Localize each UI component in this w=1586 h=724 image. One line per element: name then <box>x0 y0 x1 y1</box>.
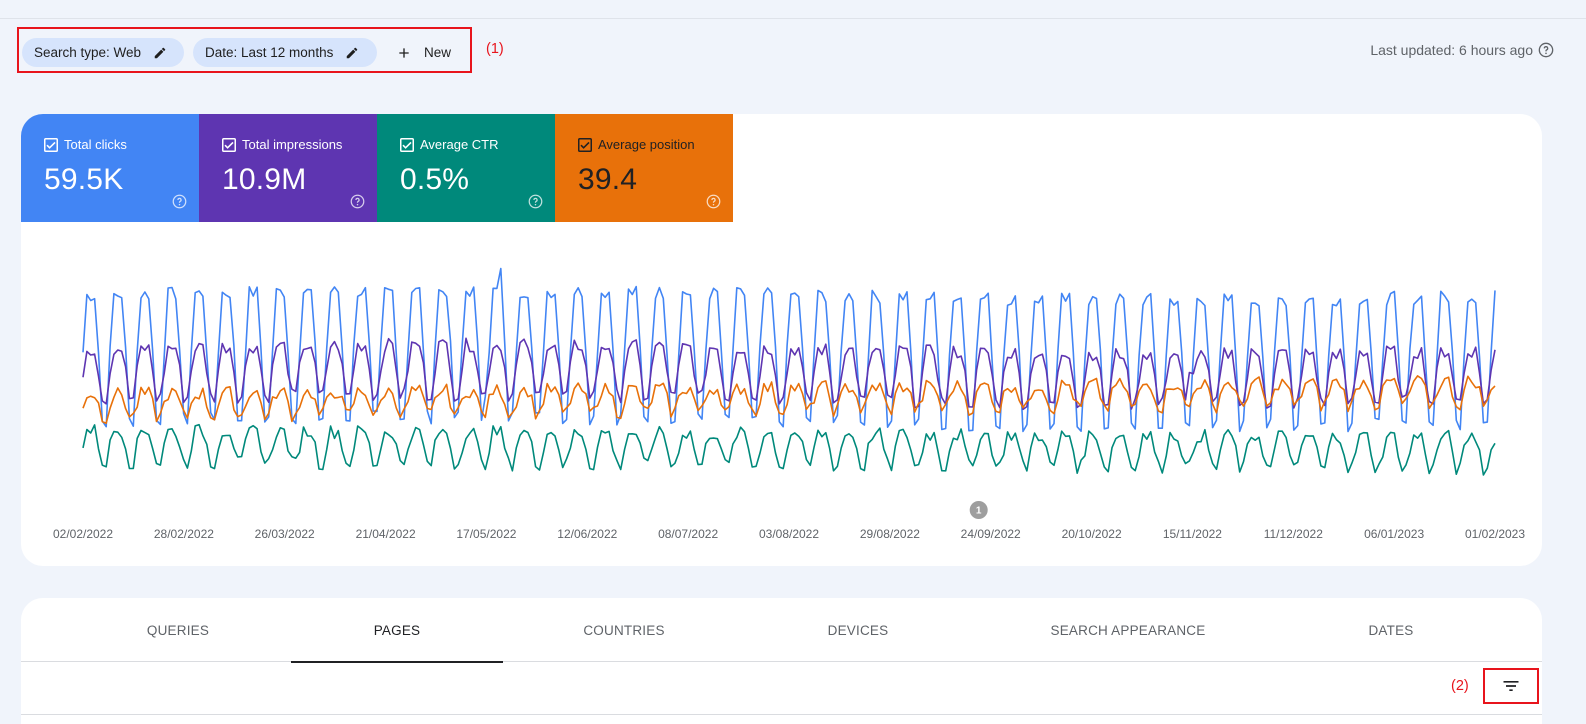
annotation-label-2: (2) <box>1451 678 1469 694</box>
x-tick-label: 29/08/2022 <box>860 527 920 541</box>
date-filter-chip[interactable]: Date: Last 12 months <box>193 38 377 67</box>
metric-label: Average CTR <box>420 137 499 152</box>
metric-card-average-position[interactable]: Average position 39.4 <box>555 114 733 222</box>
tab-countries[interactable]: COUNTRIES <box>583 622 665 638</box>
x-tick-label: 21/04/2022 <box>356 527 416 541</box>
annotation-marker-label: 1 <box>976 506 982 517</box>
x-tick-label: 17/05/2022 <box>456 527 516 541</box>
new-filter-label: New <box>424 45 452 60</box>
tab-dates[interactable]: DATES <box>1368 622 1414 638</box>
filter-rows-button[interactable] <box>1483 668 1539 704</box>
metric-card-total-impressions[interactable]: Total impressions 10.9M <box>199 114 377 222</box>
x-tick-label: 26/03/2022 <box>255 527 315 541</box>
x-tick-label: 11/12/2022 <box>1264 527 1323 541</box>
help-icon[interactable] <box>706 194 721 209</box>
dimension-tabs: QUERIES PAGES COUNTRIES DEVICES SEARCH A… <box>21 598 1542 663</box>
metric-label: Average position <box>598 137 695 152</box>
checkbox-checked-icon[interactable] <box>578 137 592 152</box>
last-updated-text: Last updated: 6 hours ago <box>1370 42 1533 58</box>
metric-value: 0.5% <box>400 163 470 196</box>
tab-devices[interactable]: DEVICES <box>827 622 889 638</box>
metric-value: 39.4 <box>578 163 638 196</box>
help-icon[interactable] <box>528 194 543 209</box>
x-tick-label: 06/01/2023 <box>1364 527 1424 541</box>
metric-card-total-clicks[interactable]: Total clicks 59.5K <box>21 114 199 222</box>
x-tick-label: 08/07/2022 <box>658 527 718 541</box>
edit-pencil-icon[interactable] <box>153 46 167 60</box>
plus-icon <box>399 47 409 58</box>
x-tick-label: 01/02/2023 <box>1465 527 1525 541</box>
date-filter-label: Date: Last 12 months <box>205 45 334 60</box>
x-tick-label: 15/11/2022 <box>1163 527 1222 541</box>
x-tick-label: 24/09/2022 <box>961 527 1021 541</box>
metric-card-average-ctr[interactable]: Average CTR 0.5% <box>377 114 555 222</box>
checkbox-checked-icon[interactable] <box>222 137 236 152</box>
annotation-marker[interactable]: 1 <box>969 501 988 519</box>
tab-pages[interactable]: PAGES <box>291 598 503 663</box>
series-line-total-clicks <box>82 267 1496 433</box>
help-icon[interactable] <box>1538 42 1554 58</box>
x-tick-label: 02/02/2022 <box>53 527 113 541</box>
x-tick-label: 20/10/2022 <box>1062 527 1122 541</box>
dimension-table-card: QUERIES PAGES COUNTRIES DEVICES SEARCH A… <box>21 598 1542 724</box>
metric-value: 59.5K <box>44 163 124 196</box>
tab-queries[interactable]: QUERIES <box>146 622 210 638</box>
table-divider <box>21 714 1542 715</box>
performance-chart-card: 1 02/02/2022 28/02/2022 26/03/2022 21/04/20… <box>21 114 1542 566</box>
help-icon[interactable] <box>350 194 365 209</box>
metric-label: Total clicks <box>64 137 127 152</box>
series-line-total-impressions <box>82 337 1496 411</box>
edit-pencil-icon[interactable] <box>345 46 359 60</box>
filter-list-icon <box>1503 681 1519 691</box>
new-filter-button[interactable]: New <box>396 38 451 67</box>
annotation-box-filters <box>17 27 472 73</box>
performance-line-chart: 1 02/02/2022 28/02/2022 26/03/2022 21/04/20… <box>53 267 1525 541</box>
series-line-average-ctr <box>82 423 1496 476</box>
search-type-filter-chip[interactable]: Search type: Web <box>22 38 184 67</box>
metric-label: Total impressions <box>242 137 343 152</box>
help-icon[interactable] <box>172 194 187 209</box>
checkbox-checked-icon[interactable] <box>400 137 414 152</box>
series-line-average-position <box>82 375 1496 424</box>
x-tick-label: 12/06/2022 <box>557 527 617 541</box>
annotation-marker-circle[interactable] <box>969 501 988 519</box>
search-type-label: Search type: Web <box>34 45 142 60</box>
x-tick-label: 28/02/2022 <box>154 527 214 541</box>
metric-value: 10.9M <box>222 163 307 196</box>
checkbox-checked-icon[interactable] <box>44 137 58 152</box>
annotation-label-1: (1) <box>486 41 504 57</box>
x-tick-label: 03/08/2022 <box>759 527 819 541</box>
tab-search-appearance[interactable]: SEARCH APPEARANCE <box>1050 622 1206 638</box>
header-divider <box>0 18 1586 19</box>
